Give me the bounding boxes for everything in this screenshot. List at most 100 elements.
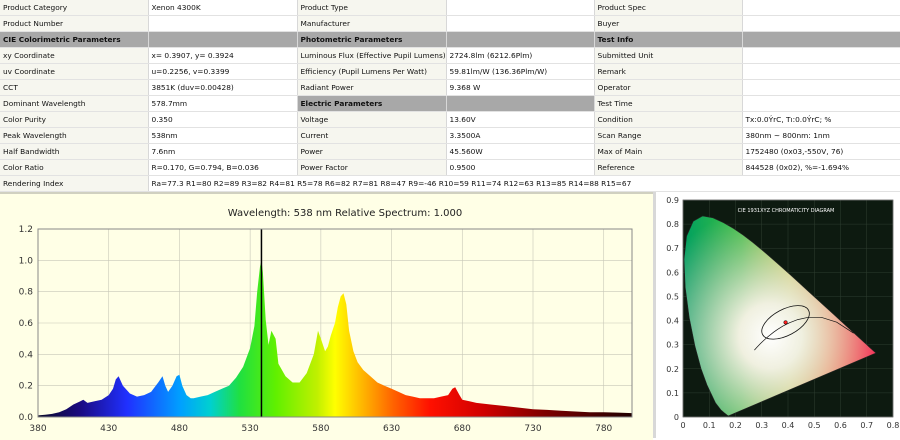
table-cell-value: 59.81lm/W (136.36Plm/W) — [446, 63, 595, 80]
table-cell-value: 7.6nm — [148, 143, 298, 160]
section-header: CIE Colorimetric Parameters — [0, 31, 149, 48]
parameter-table: Product Category Xenon 4300K Product Type P… — [0, 0, 900, 192]
table-cell-label: CCT — [0, 79, 149, 96]
table-cell-label: Color Ratio — [0, 159, 149, 176]
table-cell-value: 538nm — [148, 127, 298, 144]
cie-chart-panel: CIE 1931XYZ CHROMATICITY DIAGRAM 0 0.1 0.2… — [653, 192, 900, 438]
cie-x-tick-label: 0.6 — [834, 421, 847, 430]
spectrum-plot-frame — [37, 228, 633, 418]
table-cell-value — [148, 15, 298, 32]
spectrum-chart: Wavelength: 538 nm Relative Spectrum: 1.… — [19, 208, 633, 434]
table-cell-label: xy Coordinate — [0, 47, 149, 64]
spectrum-x-tick-label: 780 — [595, 424, 612, 434]
spectrum-y-tick-label: 1.2 — [19, 225, 33, 235]
table-cell-label: Voltage — [297, 111, 447, 128]
table-cell-label: uv Coordinate — [0, 63, 149, 80]
table-cell-value — [742, 15, 900, 32]
table-cell-label: Product Number — [0, 15, 149, 32]
table-cell-value: 9.368 W — [446, 79, 595, 96]
cie-y-tick-label: 0.9 — [666, 196, 679, 205]
spectrum-x-tick-label: 380 — [29, 424, 46, 434]
table-row: CIE Colorimetric Parameters Photometric P… — [0, 31, 900, 48]
table-row: Half Bandwidth 7.6nm Power 45.560W Max of Ma… — [0, 143, 900, 160]
cie-y-axis: 0 0.1 0.2 0.3 0.4 0.5 0.6 0.7 0.8 0.9 — [666, 196, 679, 422]
spectrum-chart-title: Wavelength: 538 nm Relative Spectrum: 1.… — [228, 208, 463, 219]
cie-x-tick-label: 0.5 — [808, 421, 821, 430]
table-cell-value: 844528 (0x02), %=-1.694% — [742, 159, 900, 176]
table-cell-label: Buyer — [594, 15, 743, 32]
cie-y-tick-label: 0.3 — [666, 341, 679, 350]
cie-macadam-ellipse — [761, 305, 810, 340]
cie-x-tick-label: 0.1 — [703, 421, 716, 430]
table-cell-value: 45.560W — [446, 143, 595, 160]
cie-planckian-locus — [754, 316, 854, 351]
spectrum-y-tick-label: 0.2 — [19, 382, 33, 392]
table-row: Peak Wavelength 538nm Current 3.3500A Scan R… — [0, 127, 900, 144]
table-cell-value — [742, 47, 900, 64]
table-cell-value: 3851K (duv=0.00428) — [148, 79, 298, 96]
table-row: Rendering Index Ra=77.3 R1=80 R2=89 R3=82… — [0, 175, 900, 192]
cie-white-region — [684, 216, 876, 416]
table-cell-value — [446, 0, 595, 16]
spectrum-grid — [37, 228, 632, 418]
table-cell-label: Power — [297, 143, 447, 160]
table-row: uv Coordinate u=0.2256, v=0.3399 Efficienc… — [0, 63, 900, 80]
spectrum-x-tick-label: 730 — [524, 424, 541, 434]
table-cell-value: 380nm ~ 800nm: 1nm — [742, 127, 900, 144]
cie-x-tick-label: 0 — [680, 421, 685, 430]
table-cell-value: 2724.8lm (6212.6Plm) — [446, 47, 595, 64]
table-cell-label: Peak Wavelength — [0, 127, 149, 144]
spectrum-x-tick-label: 480 — [171, 424, 188, 434]
table-row: Dominant Wavelength 578.7mm Electric Param… — [0, 95, 900, 112]
spectrum-x-tick-label: 680 — [454, 424, 471, 434]
table-cell-label: Remark — [594, 63, 743, 80]
table-cell-label: Product Type — [297, 0, 447, 16]
cie-y-tick-label: 0.4 — [666, 317, 679, 326]
section-header: Photometric Parameters — [297, 31, 447, 48]
table-cell-label: Color Purity — [0, 111, 149, 128]
table-row: Product Category Xenon 4300K Product Type P… — [0, 0, 900, 16]
table-cell-value: 3.3500A — [446, 127, 595, 144]
table-cell-value: u=0.2256, v=0.3399 — [148, 63, 298, 80]
table-cell-label: Scan Range — [594, 127, 743, 144]
table-cell-value — [742, 95, 900, 112]
spectrum-x-tick-label: 430 — [100, 424, 117, 434]
table-cell-label: Max of Main — [594, 143, 743, 160]
spectrum-x-tick-label: 530 — [242, 424, 259, 434]
table-row: Product Number Manufacturer Buyer — [0, 15, 900, 32]
cie-y-tick-label: 0 — [674, 413, 679, 422]
table-cell-value — [742, 79, 900, 96]
section-header-fill — [742, 31, 900, 48]
cie-chart-title: CIE 1931XYZ CHROMATICITY DIAGRAM — [738, 208, 835, 214]
table-cell-label: Power Factor — [297, 159, 447, 176]
table-row: xy Coordinate x= 0.3907, y= 0.3924 Luminou… — [0, 47, 900, 64]
table-cell-label: Luminous Flux (Effective Pupil Lumens) — [297, 47, 447, 64]
spectrum-y-axis: 0.0 0.2 0.4 0.6 0.8 1.0 1.2 — [19, 225, 34, 423]
spectrum-y-tick-label: 0.6 — [19, 319, 34, 329]
table-cell-value: 13.60V — [446, 111, 595, 128]
table-row: Color Purity 0.350 Voltage 13.60V Condition T… — [0, 111, 900, 128]
table-cell-value: 578.7mm — [148, 95, 298, 112]
table-cell-label: Rendering Index — [0, 175, 149, 192]
table-cell-label: Reference — [594, 159, 743, 176]
spectrum-y-tick-label: 0.0 — [19, 413, 34, 423]
table-cell-label: Test Time — [594, 95, 743, 112]
table-cell-label: Condition — [594, 111, 743, 128]
cie-y-tick-label: 0.1 — [666, 389, 679, 398]
section-header-fill — [446, 95, 595, 112]
table-cell-value: 1752480 (0x03,-550V, 76) — [742, 143, 900, 160]
cie-y-tick-label: 0.8 — [666, 220, 679, 229]
section-header: Test Info — [594, 31, 743, 48]
spectrum-chart-panel: Wavelength: 538 nm Relative Spectrum: 1.… — [0, 192, 653, 440]
cie-x-tick-label: 0.4 — [782, 421, 795, 430]
table-cell-label: Product Category — [0, 0, 149, 16]
cie-y-tick-label: 0.7 — [666, 244, 679, 253]
table-cell-value: 0.350 — [148, 111, 298, 128]
table-cell-label: Dominant Wavelength — [0, 95, 149, 112]
section-header-fill — [148, 31, 298, 48]
table-cell-label: Manufacturer — [297, 15, 447, 32]
table-cell-value — [742, 63, 900, 80]
spectrum-x-tick-label: 580 — [312, 424, 329, 434]
section-header-fill — [446, 31, 595, 48]
cie-x-tick-label: 0.7 — [860, 421, 873, 430]
